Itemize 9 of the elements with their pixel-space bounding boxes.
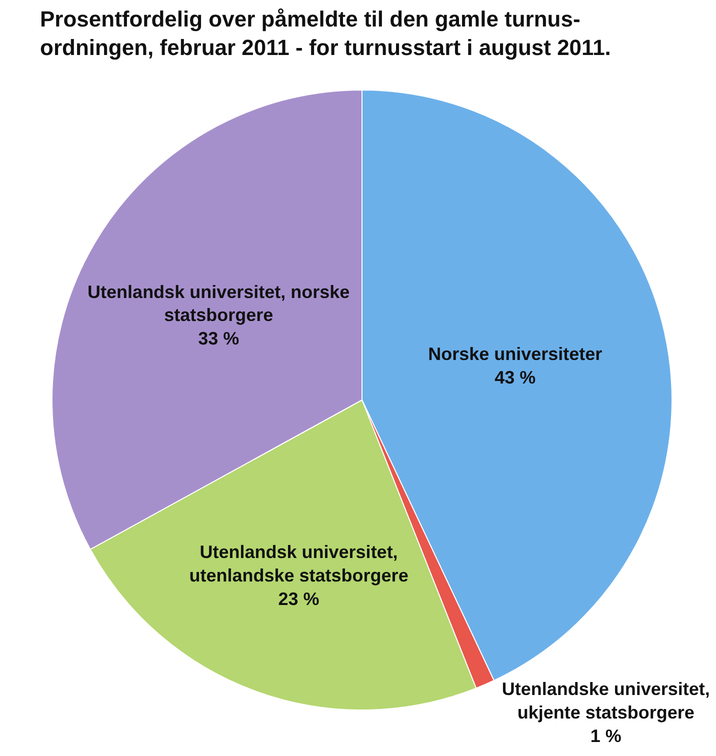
data-label: 33 % <box>198 328 240 349</box>
data-label: 1 % <box>590 726 622 746</box>
data-label: 43 % <box>494 367 536 388</box>
slice-label: Norske universiteter <box>428 344 602 364</box>
slice-label: Utenlandsk universitet, utenlandske statsborgere <box>189 542 408 586</box>
chart-title: Prosentfordelig over påmeldte til den gamle turnus-ordningen, februar 2011 - for turnusstart i august 2011. <box>40 6 611 60</box>
data-label: 23 % <box>278 588 320 609</box>
slice-label: Utenlandske universitet, ukjente statsborgere <box>502 679 710 723</box>
slice-label: Utenlandsk universitet, norske statsborgere <box>88 282 350 326</box>
